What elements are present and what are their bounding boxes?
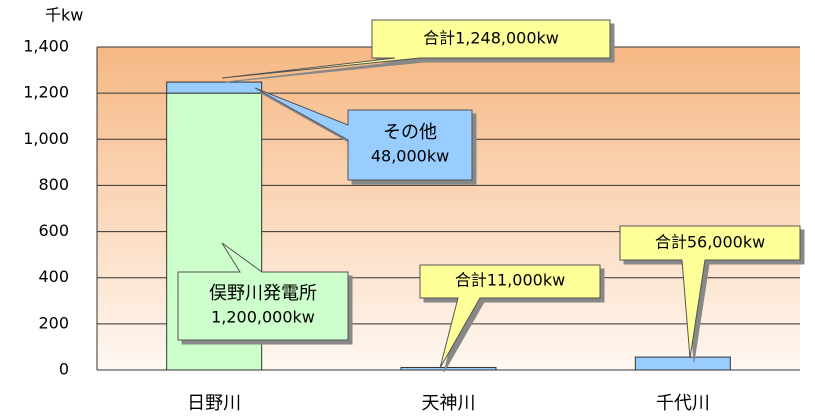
- bar-segment: [400, 366, 497, 371]
- callout: [177, 242, 349, 341]
- y-tick-label: 1,200: [23, 83, 69, 102]
- bar-segment: [634, 356, 731, 371]
- callout: [254, 87, 473, 181]
- callout: [619, 225, 801, 359]
- callout-text: 合計11,000kw: [455, 271, 565, 290]
- callout-text: 合計1,248,000kw: [423, 29, 559, 48]
- callout-text: その他: [383, 122, 437, 143]
- bar-segment: [166, 81, 263, 94]
- y-tick-label: 600: [38, 221, 69, 240]
- y-tick-label: 800: [38, 175, 69, 194]
- callout-text: 合計56,000kw: [655, 233, 765, 252]
- y-tick-label: 1,400: [23, 37, 69, 56]
- x-tick-label: 千代川: [656, 393, 710, 414]
- y-unit: 千kw: [45, 6, 83, 25]
- callout: [419, 264, 601, 369]
- y-tick-label: 1,000: [23, 129, 69, 148]
- callout-text: 1,200,000kw: [211, 308, 315, 327]
- x-tick-label: 天神川: [422, 393, 476, 414]
- callout-text: 俣野川発電所: [209, 283, 317, 304]
- y-tick-label: 400: [38, 267, 69, 286]
- x-tick-label: 日野川: [187, 393, 241, 414]
- callout: [221, 19, 611, 79]
- y-tick-label: 0: [59, 360, 69, 379]
- callout-text: 48,000kw: [371, 147, 449, 166]
- y-tick-label: 200: [38, 313, 69, 332]
